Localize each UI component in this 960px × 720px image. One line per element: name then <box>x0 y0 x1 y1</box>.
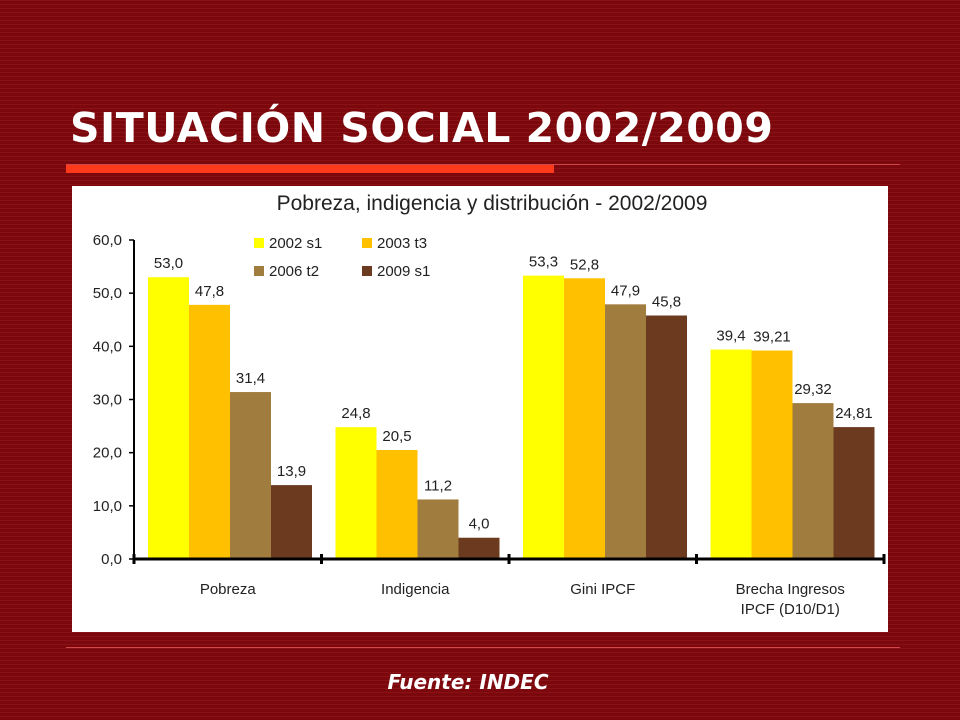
data-label: 24,8 <box>341 405 370 422</box>
bar-4-2 <box>458 537 500 559</box>
title-rule <box>66 164 900 165</box>
bar-1-1 <box>148 277 189 559</box>
data-label: 29,32 <box>794 381 832 398</box>
y-tick-label: 30,0 <box>93 392 122 409</box>
legend-label: 2009 s1 <box>377 263 430 280</box>
bar-3-2 <box>417 499 459 559</box>
data-label: 53,0 <box>154 255 183 272</box>
legend: 2002 s1 2003 t3 2006 t2 2009 s1 <box>254 235 430 280</box>
category-label: Brecha Ingresos <box>736 581 845 598</box>
category-label: IPCF (D10/D1) <box>741 601 840 618</box>
footer-rule <box>66 647 900 648</box>
bar-2-1 <box>189 304 230 559</box>
data-label: 24,81 <box>835 405 873 422</box>
y-tick-label: 10,0 <box>93 498 122 515</box>
data-label: 52,8 <box>570 256 599 273</box>
bar-1-3 <box>523 275 564 559</box>
data-label: 45,8 <box>652 293 681 310</box>
data-label: 13,9 <box>277 463 306 480</box>
bar-4-4 <box>833 427 875 559</box>
bar-2-3 <box>564 278 605 559</box>
axis-layer: 0,0 10,0 20,0 30,0 40,0 50,0 60,0 Pobreza Indige… <box>93 232 886 618</box>
bar-3-1 <box>230 392 271 559</box>
y-tick-label: 40,0 <box>93 338 122 355</box>
bar-1-2 <box>335 427 377 559</box>
y-tick-label: 50,0 <box>93 285 122 302</box>
data-label: 39,21 <box>753 329 791 346</box>
legend-swatch <box>362 238 372 248</box>
legend-swatch <box>254 238 264 248</box>
bar-1-4 <box>710 349 752 559</box>
legend-label: 2003 t3 <box>377 235 427 252</box>
data-label: 39,4 <box>716 328 745 345</box>
data-label: 4,0 <box>469 516 490 533</box>
chart-panel: Pobreza, indigencia y distribución - 200… <box>72 186 888 632</box>
bar-4-3 <box>646 315 687 559</box>
y-tick-label: 60,0 <box>93 232 122 249</box>
data-label: 53,3 <box>529 254 558 271</box>
data-label: 31,4 <box>236 370 265 387</box>
data-label: 47,9 <box>611 282 640 299</box>
category-label: Pobreza <box>200 581 257 598</box>
slide-title: SITUACIÓN SOCIAL 2002/2009 <box>70 104 774 152</box>
bars-layer: 53,0 47,8 31,4 13,9 24,8 20,5 11,2 4,0 53,3 52,8 4… <box>148 254 875 559</box>
y-tick-label: 20,0 <box>93 445 122 462</box>
bar-2-2 <box>376 450 418 559</box>
y-tick-label: 0,0 <box>101 551 122 568</box>
data-label: 20,5 <box>382 428 411 445</box>
legend-label: 2002 s1 <box>269 235 322 252</box>
data-label: 11,2 <box>424 477 452 494</box>
bar-3-4 <box>792 403 834 559</box>
bar-2-4 <box>751 350 793 559</box>
category-label: Indigencia <box>381 581 450 598</box>
legend-swatch <box>362 266 372 276</box>
legend-label: 2006 t2 <box>269 263 319 280</box>
title-accent-bar <box>66 165 554 173</box>
source-note: Fuente: INDEC <box>387 670 549 694</box>
bar-chart: Pobreza, indigencia y distribución - 200… <box>93 192 886 618</box>
bar-3-3 <box>605 304 646 559</box>
chart-title: Pobreza, indigencia y distribución - 200… <box>277 192 708 215</box>
data-label: 47,8 <box>195 283 224 300</box>
legend-swatch <box>254 266 264 276</box>
bar-4-1 <box>271 485 312 559</box>
category-label: Gini IPCF <box>570 581 635 598</box>
